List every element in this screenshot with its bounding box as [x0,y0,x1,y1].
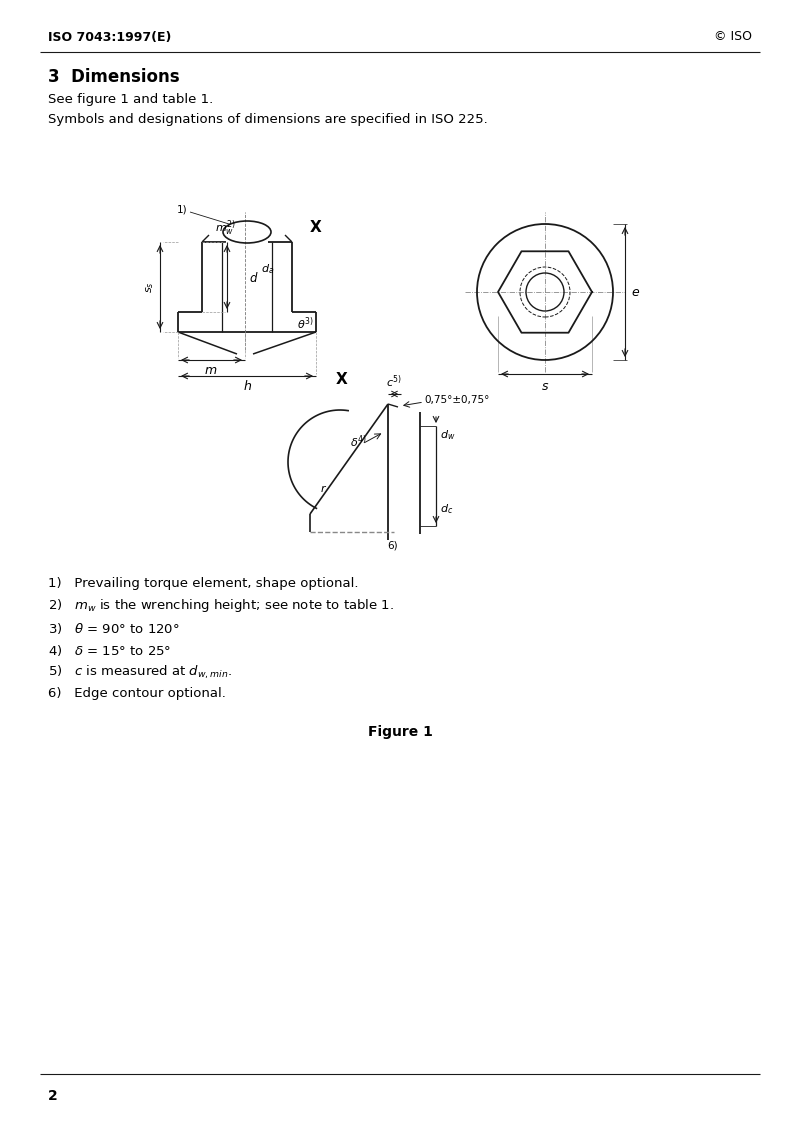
Text: 5)   $c$ is measured at $d_{w,min}$.: 5) $c$ is measured at $d_{w,min}$. [48,663,232,680]
Text: © ISO: © ISO [714,31,752,43]
Text: $s_s$: $s_s$ [144,281,156,293]
Text: 4)   $\delta$ = 15° to 25°: 4) $\delta$ = 15° to 25° [48,643,171,658]
Text: d: d [249,273,257,285]
Text: 1): 1) [176,205,187,215]
Text: $\theta^{3)}$: $\theta^{3)}$ [297,316,314,333]
Text: m: m [205,365,217,377]
Text: 6)   Edge contour optional.: 6) Edge contour optional. [48,687,226,701]
Text: 3)   $\theta$ = 90° to 120°: 3) $\theta$ = 90° to 120° [48,620,180,635]
Text: Figure 1: Figure 1 [367,724,433,739]
Text: X: X [336,372,348,387]
Text: ISO 7043:1997(E): ISO 7043:1997(E) [48,31,171,43]
Text: 2: 2 [48,1089,58,1103]
Text: 1)   Prevailing torque element, shape optional.: 1) Prevailing torque element, shape opti… [48,577,358,591]
Text: 2)   $m_w$ is the wrenching height; see note to table 1.: 2) $m_w$ is the wrenching height; see no… [48,598,394,615]
Text: See figure 1 and table 1.: See figure 1 and table 1. [48,94,214,106]
Text: $\delta^{4)}$: $\delta^{4)}$ [350,434,367,451]
Text: $d_w$: $d_w$ [440,428,455,441]
Text: $d_a$: $d_a$ [261,263,274,276]
Text: 0,75°±0,75°: 0,75°±0,75° [424,395,490,405]
Text: X: X [310,221,322,235]
Text: $m_w^{2)}$: $m_w^{2)}$ [214,218,235,238]
Text: h: h [243,380,251,394]
Text: r: r [321,484,326,494]
Text: s: s [542,379,548,393]
Text: 6): 6) [388,541,398,551]
Text: e: e [631,285,638,299]
Text: $c^{5)}$: $c^{5)}$ [386,374,402,391]
Text: Symbols and designations of dimensions are specified in ISO 225.: Symbols and designations of dimensions a… [48,113,488,127]
Text: $d_c$: $d_c$ [440,503,454,516]
Text: 3  Dimensions: 3 Dimensions [48,68,180,86]
